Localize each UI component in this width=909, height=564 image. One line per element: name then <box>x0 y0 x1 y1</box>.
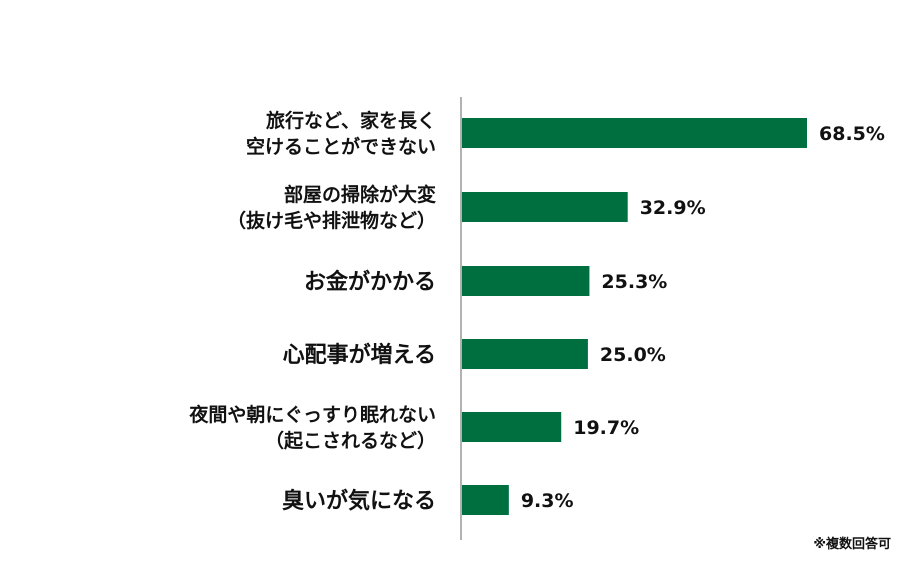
value-label-4: 19.7% <box>573 417 639 439</box>
bar-3 <box>462 339 588 369</box>
category-label-4-line-1: （起こされるなど） <box>265 429 436 452</box>
value-labels-group: 68.5% 32.9% 25.3% 25.0% 19.7% 9.3% <box>521 123 885 512</box>
bar-4 <box>462 412 562 442</box>
bar-5 <box>462 485 509 515</box>
category-label-0-line-0: 旅行など、家を長く <box>266 109 436 132</box>
category-label-5-line-0: 臭いが気になる <box>282 488 436 514</box>
category-label-3-line-0: 心配事が増える <box>283 342 436 368</box>
bars-group <box>462 118 807 515</box>
value-label-2: 25.3% <box>601 271 667 293</box>
footnote: ※複数回答可 <box>813 537 891 552</box>
bar-2 <box>462 266 590 296</box>
category-label-4-line-0: 夜間や朝にぐっすり眠れない <box>188 403 436 426</box>
bar-0 <box>462 118 807 148</box>
value-label-3: 25.0% <box>600 344 666 366</box>
category-label-2-line-0: お金がかかる <box>304 269 436 295</box>
value-label-0: 68.5% <box>819 123 885 145</box>
value-label-1: 32.9% <box>640 197 706 219</box>
value-label-5: 9.3% <box>521 490 574 512</box>
category-label-0-line-1: 空けることができない <box>246 135 436 158</box>
category-label-1-line-0: 部屋の掃除が大変 <box>284 183 436 206</box>
bar-1 <box>462 192 628 222</box>
category-label-1-line-1: （抜け毛や排泄物など） <box>227 209 436 232</box>
